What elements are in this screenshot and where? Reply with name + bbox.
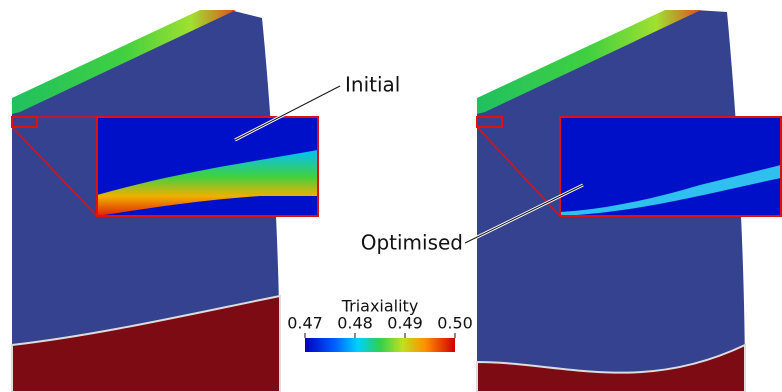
figure: Initial Optimised Triaxiality 0.470.480.… — [0, 0, 782, 392]
label-initial: Initial — [345, 73, 400, 97]
right-panel: Optimised — [361, 10, 781, 392]
colorbar-tick-label: 0.48 — [337, 314, 373, 333]
colorbar-gradient — [305, 338, 455, 352]
colorbar-tick-label: 0.47 — [287, 314, 323, 333]
colorbar-tick-label: 0.50 — [437, 314, 473, 333]
left-panel: Initial — [12, 10, 400, 392]
label-optimised: Optimised — [361, 231, 463, 255]
colorbar-tick-label: 0.49 — [387, 314, 423, 333]
